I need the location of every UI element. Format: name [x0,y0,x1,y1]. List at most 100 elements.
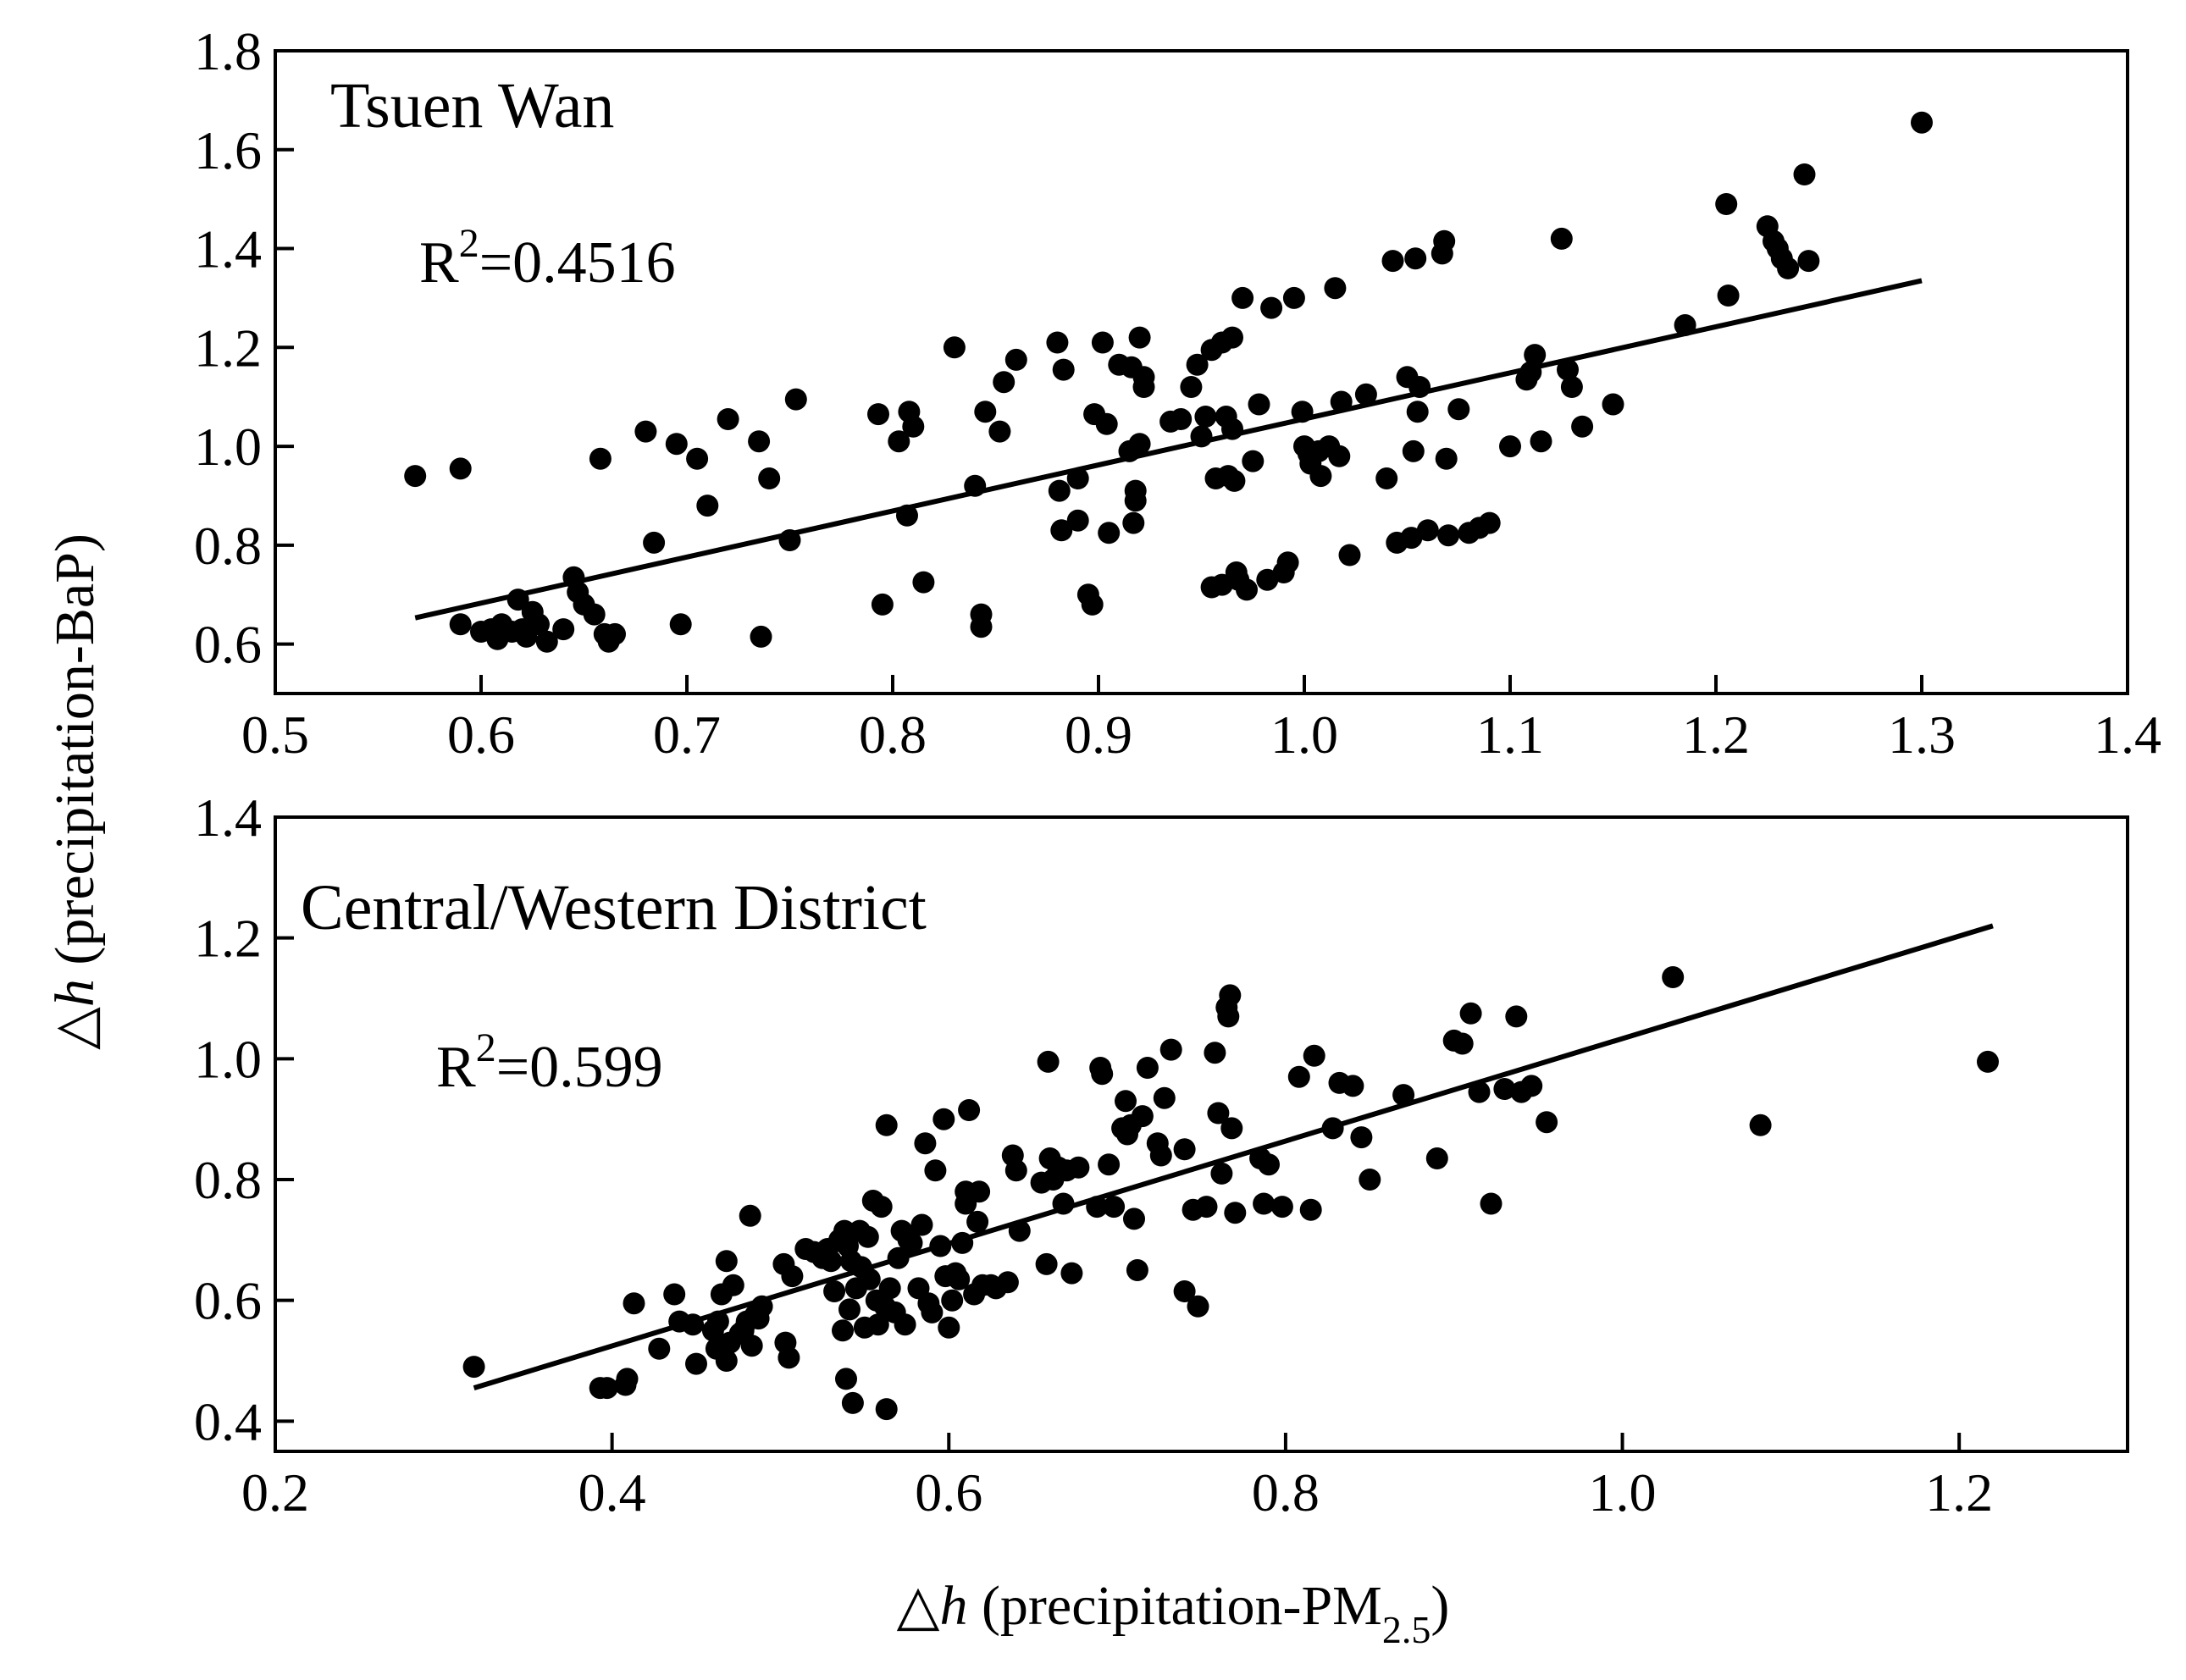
y-tick-label: 1.2 [194,909,262,969]
data-point [966,1210,989,1233]
data-point [1052,358,1075,381]
x-axis-label-var: h [939,1575,967,1637]
data-point [1276,551,1299,574]
data-point [1149,1144,1172,1167]
y-axis-label: △h (precipitation-BaP) [44,533,106,1050]
data-point [1256,568,1279,591]
data-point [1520,1075,1543,1097]
data-point [835,1368,857,1390]
data-point [988,420,1011,443]
data-point [914,1132,937,1155]
data-point [1195,1196,1218,1219]
data-point [875,1114,898,1136]
data-point [1480,1192,1503,1215]
data-point [1253,1192,1276,1215]
data-point [1242,450,1265,472]
data-point [1037,1050,1060,1073]
data-point [870,1196,893,1219]
data-point [722,1274,744,1296]
data-point [589,447,612,470]
x-axis-label: △h (precipitation-PM2.5) [897,1575,1450,1651]
data-point [866,1313,889,1336]
panel-title: Central/Western District [301,872,927,943]
x-axis-ticks: 0.5 0.6 0.7 0.8 0.9 1.0 1.1 1.2 1.3 1.4 [241,675,2161,765]
data-point [1524,344,1547,367]
y-axis-label-var: h [44,979,106,1007]
data-point [1459,1002,1482,1025]
data-point [1309,465,1332,488]
data-point [1447,398,1470,421]
data-point [449,613,472,636]
data-point [1231,286,1254,309]
data-point [643,531,666,554]
data-point [1416,519,1439,542]
data-point [993,371,1016,394]
data-point [871,593,894,616]
data-point [1433,229,1456,252]
y-tick-label: 1.0 [194,1029,262,1089]
data-point [1560,376,1583,398]
data-point [1050,519,1073,542]
data-point [941,1289,964,1312]
x-tick-label: 1.0 [1270,705,1338,765]
data-point [1224,1202,1247,1224]
x-tick-label: 1.3 [1888,705,1956,765]
y-axis-ticks: 0.6 0.8 1.0 1.2 1.4 1.6 1.8 [194,21,294,675]
data-point [1098,1153,1121,1176]
data-point [1186,353,1209,376]
x-tick-label: 0.8 [1252,1462,1320,1522]
x-axis-label-subscript: 2.5 [1382,1608,1431,1651]
data-point [1557,358,1579,381]
chart-panel-tsuen-wan: 0.5 0.6 0.7 0.8 0.9 1.0 1.1 1.2 1.3 1.4 0.6 0.8 1.0… [194,21,2161,765]
data-point [1217,1005,1240,1028]
data-point [1128,326,1151,349]
data-point [1550,227,1573,250]
data-point [878,1277,901,1300]
panel-title: Tsuen Wan [330,70,614,141]
data-point [715,1350,738,1372]
data-point [867,403,889,426]
data-point [1124,489,1147,512]
data-point [894,1313,916,1336]
data-point [921,1301,944,1324]
data-point [1977,1050,1999,1073]
x-tick-label: 1.4 [2094,705,2161,765]
data-point [1328,445,1351,467]
data-point [648,1337,671,1360]
x-tick-label: 0.6 [915,1462,982,1522]
x-tick-label: 1.1 [1476,705,1544,765]
data-point [1132,376,1155,398]
data-point [832,1319,854,1342]
data-point [535,630,558,653]
data-point [552,618,575,641]
data-point [1662,966,1685,988]
y-tick-label: 1.2 [194,318,262,378]
r2-letter: R [419,230,459,296]
data-point [623,1292,645,1315]
data-point [1404,247,1427,270]
data-point [841,1391,864,1414]
x-axis-label-delta: △ [897,1575,940,1637]
data-point [1451,1032,1474,1055]
y-tick-label: 1.6 [194,120,262,180]
data-point [1091,1063,1114,1086]
data-point [449,457,472,480]
data-point [1220,1117,1243,1140]
data-point [1194,406,1217,428]
data-points [462,966,1999,1421]
data-point [1437,524,1460,547]
data-point [1123,1208,1145,1230]
data-point [1425,1147,1448,1169]
data-point [1081,593,1104,616]
data-point [924,1159,947,1182]
data-point [970,616,993,638]
data-point [1173,1280,1196,1302]
data-point [1187,1295,1209,1318]
data-point [1571,415,1594,438]
data-point [1354,383,1377,406]
data-point [1136,1057,1159,1079]
data-point [1911,111,1933,134]
data-point [875,1398,898,1421]
data-point [781,1265,804,1288]
y-axis-label-delta: △ [44,1007,106,1050]
